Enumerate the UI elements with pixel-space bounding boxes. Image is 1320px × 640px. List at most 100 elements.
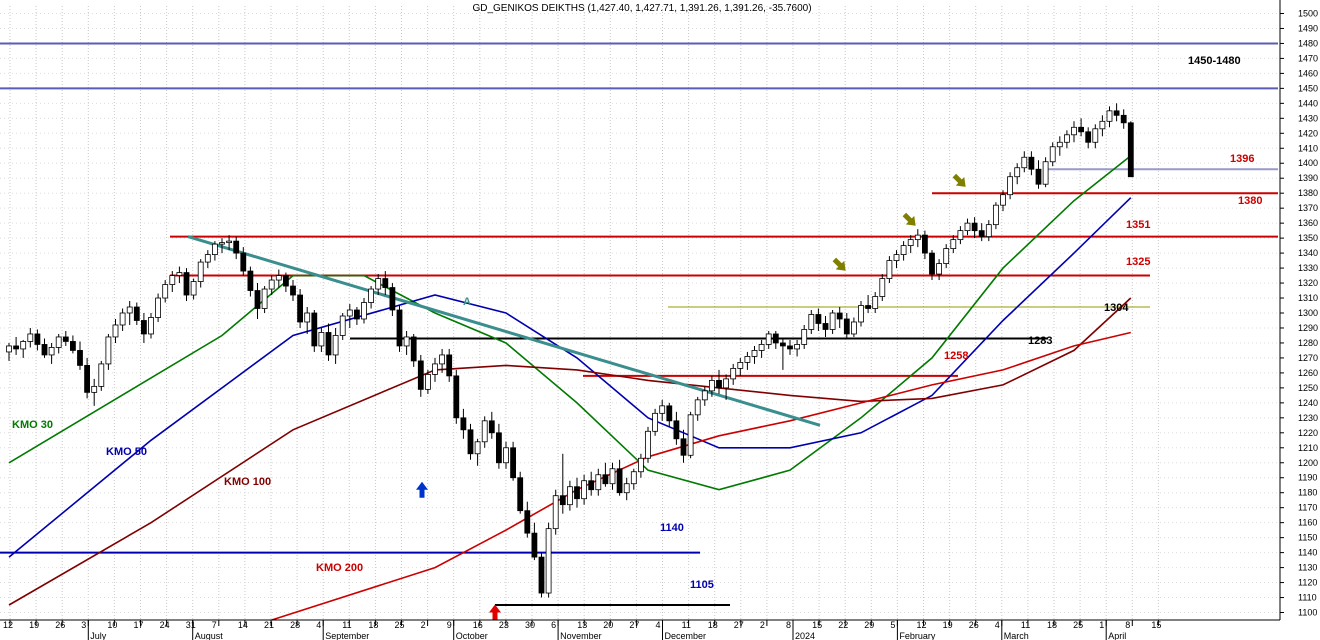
candle-body <box>1085 131 1092 143</box>
candle-body <box>410 336 417 362</box>
y-tick-label: 1220 <box>1298 428 1318 438</box>
y-tick-label: 1150 <box>1298 533 1317 543</box>
candle-body <box>488 420 495 434</box>
candle-body <box>84 365 90 393</box>
candle-body <box>183 272 190 296</box>
y-tick-label: 1430 <box>1298 113 1318 123</box>
candle-body <box>666 405 673 422</box>
candle-body <box>361 302 367 320</box>
y-tick-label: 1160 <box>1298 518 1317 528</box>
candle-body <box>439 354 446 365</box>
y-tick-label: 1280 <box>1298 338 1318 348</box>
candle-body <box>13 345 20 350</box>
candle-body <box>1007 176 1013 196</box>
x-tick-label: 24 <box>160 620 170 630</box>
candle-body <box>559 495 566 506</box>
candle-body <box>70 341 76 351</box>
x-month-label: November <box>560 631 602 640</box>
level-label: 1283 <box>1028 335 1052 347</box>
candle-body <box>41 344 48 356</box>
candle-body <box>1127 122 1134 178</box>
candle-body <box>595 474 602 491</box>
candle-body <box>1078 126 1084 133</box>
x-tick-label: 10 <box>107 620 117 630</box>
y-tick-label: 1310 <box>1298 293 1318 303</box>
candle-body <box>332 335 339 356</box>
x-month-label: April <box>1108 631 1126 640</box>
candle-body <box>1056 141 1063 148</box>
x-month-label: 2024 <box>795 631 815 640</box>
x-tick-label: 6 <box>551 620 556 630</box>
level-label: 1140 <box>660 522 684 534</box>
x-tick-label: 12 <box>917 620 927 630</box>
y-tick-label: 1120 <box>1298 578 1317 588</box>
x-month-label: March <box>1004 631 1029 640</box>
candle-body <box>1071 126 1077 136</box>
candle-body <box>282 275 289 287</box>
candle-body <box>48 347 55 356</box>
candle-body <box>1120 114 1127 124</box>
candle-body <box>446 354 453 377</box>
candle-body <box>460 417 467 431</box>
candle-body <box>417 360 424 390</box>
candle-body <box>1049 146 1056 163</box>
candle-body <box>531 532 538 558</box>
candle-body <box>148 317 154 335</box>
x-tick-label: 13 <box>577 620 587 630</box>
moving-average-label: KMO 30 <box>12 419 53 431</box>
candle-body <box>495 432 502 464</box>
y-tick-label: 1250 <box>1298 383 1318 393</box>
x-tick-label: 12 <box>3 620 13 630</box>
x-tick-label: 21 <box>264 620 274 630</box>
y-tick-label: 1130 <box>1298 563 1317 573</box>
candle-body <box>304 312 311 323</box>
y-tick-label: 1110 <box>1298 593 1317 603</box>
y-tick-label: 1230 <box>1298 413 1318 423</box>
x-tick-label: 4 <box>995 620 1000 630</box>
x-tick-label: 31 <box>186 620 196 630</box>
candle-body <box>630 471 637 485</box>
candle-body <box>1106 110 1113 122</box>
candle-body <box>1113 110 1120 116</box>
candle-body <box>723 378 729 389</box>
candle-body <box>581 480 587 500</box>
candle-body <box>247 270 254 291</box>
x-tick-label: 8 <box>1125 620 1130 630</box>
y-tick-label: 1390 <box>1298 173 1318 183</box>
candle-body <box>907 239 914 247</box>
candle-body <box>652 412 658 432</box>
candle-body <box>957 230 964 241</box>
x-tick-label: 7 <box>212 620 217 630</box>
candle-body <box>851 321 857 335</box>
candle-body <box>98 363 105 387</box>
arrow-shape <box>902 212 916 226</box>
candle-body <box>808 314 815 330</box>
candle-body <box>27 333 34 342</box>
arrow-shape <box>832 257 846 271</box>
candle-body <box>900 245 907 255</box>
candle-body <box>609 468 616 485</box>
candle-body <box>119 312 126 326</box>
x-month-label: August <box>195 631 224 640</box>
candle-body <box>638 457 644 473</box>
candle-body <box>950 239 957 250</box>
trendline-label: A <box>463 296 471 308</box>
candle-body <box>112 324 119 338</box>
y-tick-label: 1240 <box>1298 398 1318 408</box>
candle-body <box>659 405 666 414</box>
candle-body <box>694 399 701 416</box>
candle-body <box>978 230 985 238</box>
candle-body <box>1028 156 1035 170</box>
candle-body <box>985 224 992 238</box>
x-tick-label: 18 <box>368 620 378 630</box>
x-tick-label: 25 <box>395 620 405 630</box>
candle-body <box>680 438 687 456</box>
candle-body <box>730 368 737 380</box>
candle-body <box>503 447 509 464</box>
x-tick-label: 1 <box>1099 620 1104 630</box>
x-month-label: September <box>325 631 369 640</box>
y-tick-label: 1460 <box>1298 68 1318 78</box>
candle-body <box>822 323 829 330</box>
candle-body <box>467 429 474 455</box>
arrow-down-right-icon <box>902 212 916 226</box>
